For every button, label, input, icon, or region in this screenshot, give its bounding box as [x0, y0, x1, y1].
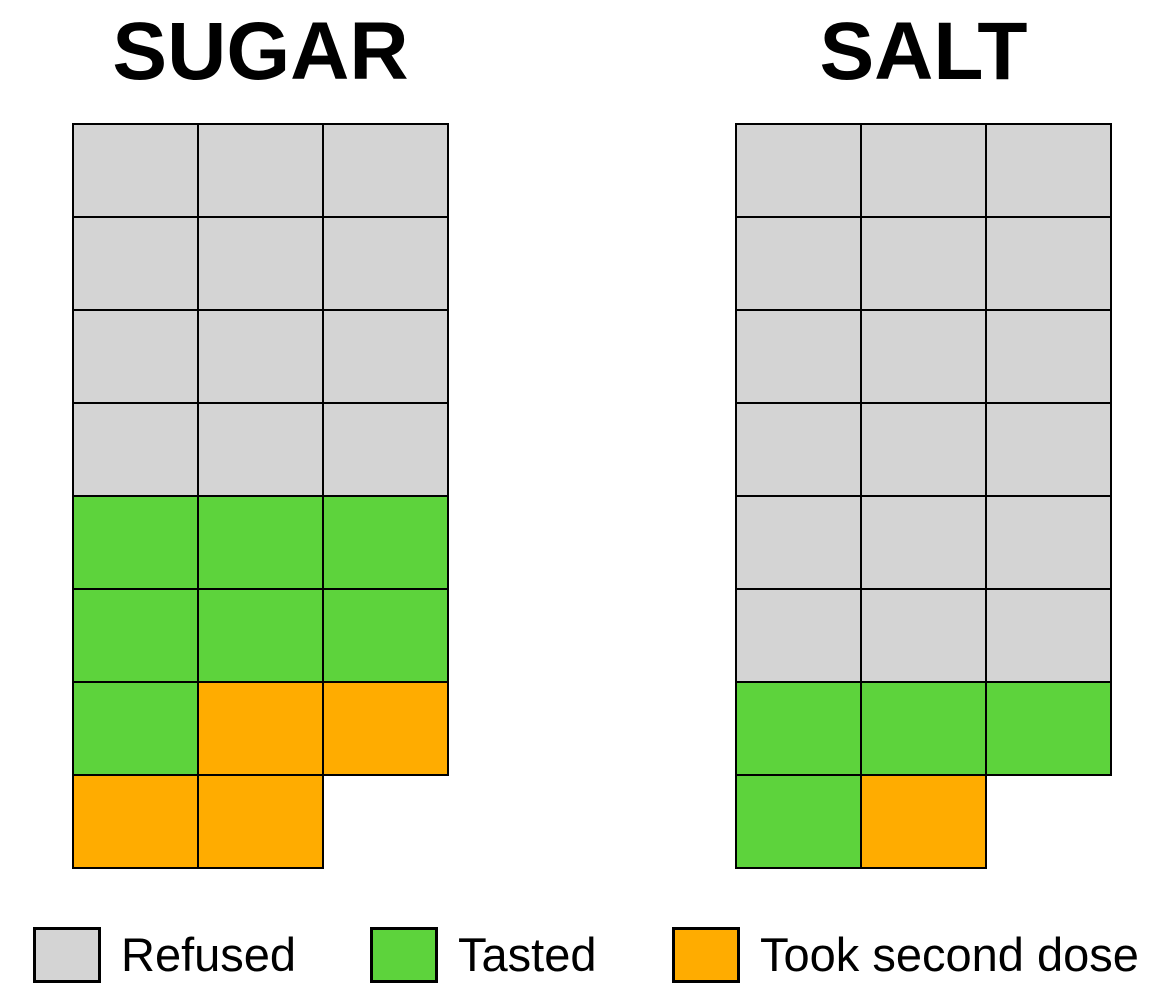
waffle-cell-refused: [72, 216, 199, 311]
waffle-cell-refused: [860, 123, 987, 218]
waffle-cell-tasted: [197, 495, 324, 590]
waffle-cell-second-dose: [72, 774, 199, 869]
waffle-cell-refused: [197, 402, 324, 497]
waffle-chart-sugar: [72, 123, 449, 869]
legend-swatch-tasted: [370, 926, 438, 983]
waffle-cell-tasted: [735, 774, 862, 869]
waffle-cell-refused: [860, 495, 987, 590]
waffle-cell-refused: [985, 309, 1112, 404]
legend-swatch-second-dose: [672, 926, 740, 983]
waffle-cell-refused: [860, 309, 987, 404]
waffle-cell-tasted: [322, 495, 449, 590]
legend-label: Took second dose: [760, 928, 1139, 981]
waffle-cell-refused: [735, 123, 862, 218]
waffle-cell-tasted: [72, 495, 199, 590]
legend-label: Tasted: [458, 928, 597, 981]
waffle-cell-tasted: [72, 588, 199, 683]
legend-swatch-refused: [33, 926, 101, 983]
waffle-cell-second-dose: [197, 774, 324, 869]
legend-item-second-dose: Took second dose: [672, 926, 1139, 983]
waffle-cell-refused: [735, 402, 862, 497]
chart-title-salt: SALT: [819, 6, 1028, 97]
waffle-cell-refused: [985, 588, 1112, 683]
waffle-cell-refused: [860, 588, 987, 683]
waffle-cell-second-dose: [322, 681, 449, 776]
legend-item-tasted: Tasted: [370, 926, 596, 983]
legend-item-refused: Refused: [33, 926, 296, 983]
waffle-cell-refused: [735, 495, 862, 590]
waffle-cell-refused: [322, 309, 449, 404]
waffle-cell-refused: [735, 309, 862, 404]
waffle-cell-refused: [322, 216, 449, 311]
legend-label: Refused: [121, 928, 297, 981]
chart-legend: Refused Tasted Took second dose: [0, 926, 1176, 983]
waffle-cell-refused: [72, 402, 199, 497]
waffle-cell-refused: [197, 216, 324, 311]
waffle-chart-salt: [735, 123, 1112, 869]
waffle-cell-refused: [197, 309, 324, 404]
waffle-cell-tasted: [985, 681, 1112, 776]
waffle-cell-refused: [197, 123, 324, 218]
waffle-cell-second-dose: [860, 774, 987, 869]
waffle-cell-refused: [985, 216, 1112, 311]
waffle-cell-refused: [985, 495, 1112, 590]
chart-title-sugar: SUGAR: [112, 6, 409, 97]
waffle-cell-refused: [735, 216, 862, 311]
waffle-cell-refused: [72, 123, 199, 218]
waffle-cell-refused: [860, 216, 987, 311]
waffle-cell-tasted: [197, 588, 324, 683]
waffle-cell-refused: [72, 309, 199, 404]
waffle-cell-refused: [322, 402, 449, 497]
waffle-cell-refused: [985, 123, 1112, 218]
waffle-cell-tasted: [72, 681, 199, 776]
waffle-cell-refused: [860, 402, 987, 497]
waffle-cell-tasted: [322, 588, 449, 683]
waffle-cell-tasted: [735, 681, 862, 776]
waffle-cell-second-dose: [197, 681, 324, 776]
waffle-cell-refused: [322, 123, 449, 218]
waffle-cell-refused: [985, 402, 1112, 497]
waffle-cell-tasted: [860, 681, 987, 776]
waffle-cell-refused: [735, 588, 862, 683]
